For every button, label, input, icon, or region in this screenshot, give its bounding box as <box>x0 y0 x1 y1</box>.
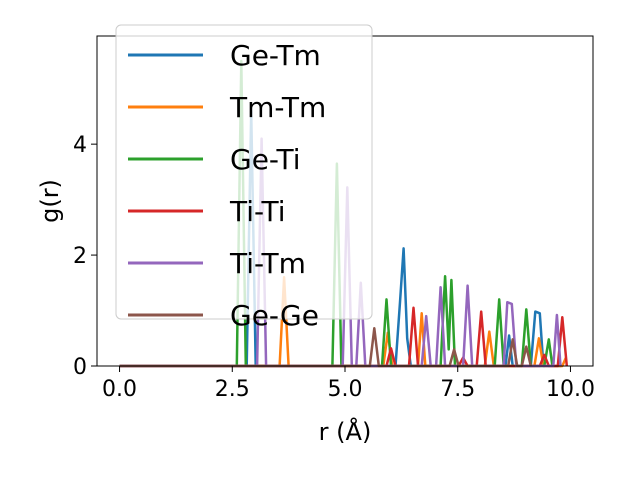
y-axis: 0 2 4 <box>73 133 97 380</box>
legend-label-ge-ge: Ge-Ge <box>230 299 319 332</box>
y-tick-label: 2 <box>73 244 87 269</box>
x-tick-label: 10.0 <box>546 377 595 402</box>
legend-label-ti-ti: Ti-Ti <box>229 195 286 228</box>
x-axis: 0.0 2.5 5.0 7.5 10.0 <box>102 366 595 402</box>
legend-frame <box>115 24 373 320</box>
x-tick-label: 2.5 <box>215 377 250 402</box>
x-axis-label: r (Å) <box>319 417 372 446</box>
y-tick-label: 4 <box>73 133 87 158</box>
x-tick-label: 5.0 <box>328 377 363 402</box>
y-axis-label: g(r) <box>36 179 64 223</box>
legend: Ge-Tm Tm-Tm Ge-Ti Ti-Ti Ti-Tm Ge-Ge <box>115 24 373 332</box>
legend-label-tm-tm: Tm-Tm <box>229 91 326 124</box>
legend-label-ti-tm: Ti-Tm <box>229 247 306 280</box>
x-tick-label: 7.5 <box>440 377 475 402</box>
legend-label-ge-ti: Ge-Ti <box>230 143 300 176</box>
x-tick-label: 0.0 <box>102 377 137 402</box>
y-tick-label: 0 <box>73 355 87 380</box>
legend-label-ge-tm: Ge-Tm <box>230 39 321 72</box>
